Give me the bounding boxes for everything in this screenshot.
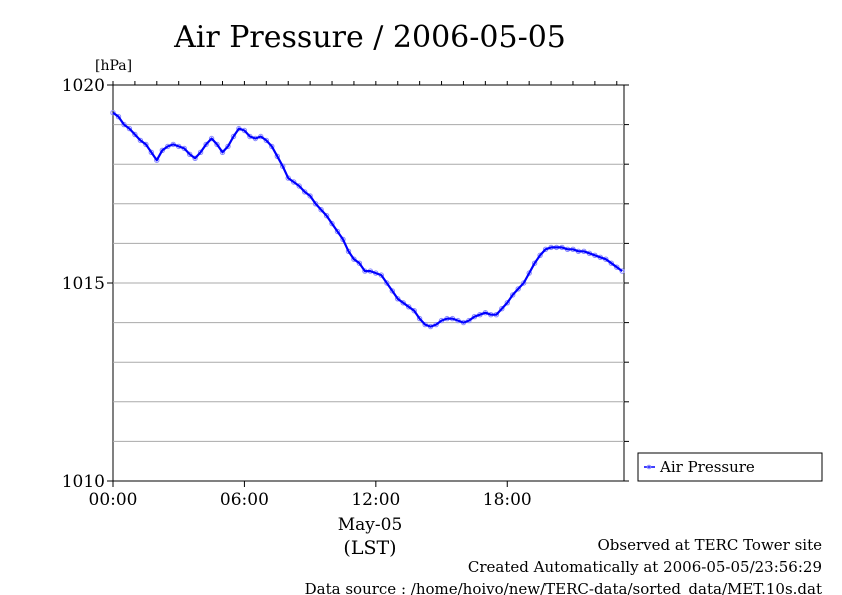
data-point — [312, 201, 319, 207]
legend-marker-swatch — [646, 464, 652, 470]
data-point — [395, 296, 401, 302]
legend-series-label: Air Pressure — [659, 458, 755, 476]
y-tick-label: 1010 — [62, 472, 105, 492]
x-axis-date-label: May-05 — [338, 515, 403, 535]
data-point — [203, 141, 209, 148]
data-point — [296, 183, 302, 189]
grid-lines — [113, 124, 624, 442]
data-point — [411, 308, 417, 314]
data-point — [619, 268, 625, 274]
data-point — [219, 149, 226, 156]
footer-source: Data source : /home/hoivo/new/TERC-data/… — [305, 580, 822, 595]
data-point — [214, 141, 220, 148]
data-point — [356, 260, 363, 266]
data-point — [126, 125, 133, 132]
data-point — [614, 264, 620, 270]
x-axis-ticks: 00:00 06:00 12:00 18:00 — [89, 81, 618, 510]
data-point — [115, 114, 122, 120]
footer-observed: Observed at TERC Tower site — [597, 536, 822, 554]
data-point — [499, 306, 505, 312]
x-tick-label: 06:00 — [220, 490, 269, 510]
data-point — [416, 315, 423, 322]
data-point — [318, 207, 324, 213]
data-point — [291, 179, 297, 185]
data-point — [148, 149, 155, 156]
x-tick-label: 18:00 — [483, 490, 532, 510]
y-unit-label: [hPa] — [95, 58, 132, 74]
data-point — [334, 228, 341, 235]
data-point — [406, 304, 412, 310]
data-point — [143, 141, 149, 148]
data-point — [537, 252, 543, 259]
y-tick-label: 1015 — [62, 274, 105, 294]
data-point — [515, 286, 521, 292]
data-point — [192, 155, 198, 162]
data-point — [187, 151, 193, 158]
series-air-pressure — [110, 110, 625, 330]
data-point — [137, 137, 144, 144]
data-point — [197, 149, 204, 156]
chart-title: Air Pressure / 2006-05-05 — [173, 20, 566, 55]
data-point — [510, 292, 516, 298]
data-point — [110, 110, 116, 116]
data-point — [329, 220, 335, 227]
data-point — [384, 280, 390, 286]
data-point — [307, 193, 313, 199]
footer-created: Created Automatically at 2006-05-05/23:5… — [468, 558, 822, 576]
data-point — [323, 213, 330, 219]
series-line — [112, 111, 623, 328]
data-point — [608, 260, 614, 266]
data-point — [263, 137, 269, 144]
y-axis-ticks: 1010 1015 1020 — [62, 76, 629, 492]
data-point — [208, 135, 215, 142]
data-point — [389, 288, 395, 294]
data-point — [302, 189, 308, 195]
data-point — [132, 131, 138, 138]
data-point — [400, 300, 406, 306]
x-tick-label: 00:00 — [89, 490, 138, 510]
data-point — [121, 121, 127, 128]
chart-legend: Air Pressure — [637, 452, 823, 482]
data-point — [504, 300, 510, 306]
y-tick-label: 1020 — [62, 76, 105, 96]
x-tick-label: 12:00 — [351, 490, 400, 510]
x-axis-zone-label: (LST) — [343, 537, 396, 559]
data-point — [351, 256, 357, 262]
legend-box — [637, 452, 823, 482]
